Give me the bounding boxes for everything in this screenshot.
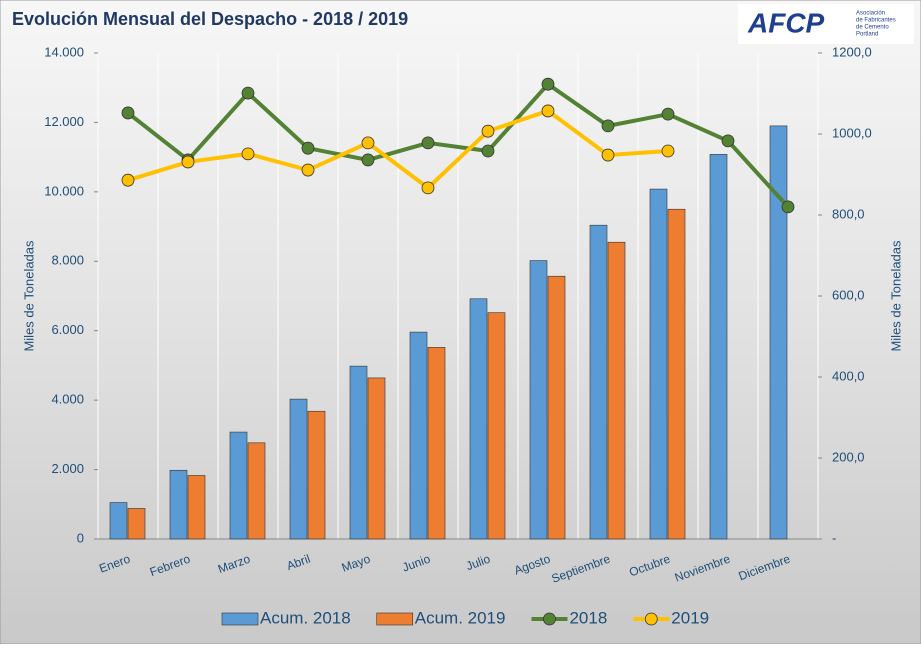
y-tick-label: 14.000 (44, 44, 84, 59)
y-tick-label: 12.000 (44, 114, 84, 129)
legend-swatch (376, 612, 414, 626)
bar (709, 154, 728, 540)
bar (589, 224, 608, 540)
y-tick-label: 2.000 (51, 461, 84, 476)
marker (241, 147, 255, 161)
marker (601, 119, 615, 133)
logo-subtitle: Asociación (856, 11, 885, 17)
y-tick-label: 6.000 (51, 322, 84, 337)
logo-box (738, 4, 914, 44)
bar (769, 125, 788, 540)
y2-tick-label: - (832, 530, 836, 545)
marker (421, 136, 435, 150)
logo-subtitle: de Fabricantes (856, 18, 896, 24)
marker (121, 173, 135, 187)
bar (367, 377, 386, 540)
legend-label: 2019 (671, 608, 709, 627)
logo-subtitle: Portland (856, 32, 878, 38)
bar (409, 331, 428, 540)
marker (541, 104, 555, 118)
logo-text: AFCP (747, 7, 825, 38)
legend-label: 2018 (569, 608, 607, 627)
marker (301, 163, 315, 177)
line (127, 108, 669, 191)
bar (187, 475, 206, 540)
y2-tick-label: 400,0 (832, 368, 865, 383)
marker (481, 144, 495, 158)
bar (469, 298, 488, 540)
logo-subtitle: de Cemento (856, 25, 889, 31)
marker (781, 200, 795, 214)
chart-title: Evolución Mensual del Despacho - 2018 / … (12, 9, 408, 29)
bar (247, 442, 266, 540)
legend-label: Acum. 2018 (260, 608, 351, 627)
legend-marker (543, 612, 556, 626)
marker (241, 86, 255, 100)
marker (301, 141, 315, 155)
y-axis-title: Miles de Toneladas (21, 240, 36, 352)
y2-axis-title: Miles de Toneladas (888, 240, 903, 352)
y2-tick-label: 200,0 (832, 449, 865, 464)
bar (229, 431, 248, 540)
y2-tick-label: 800,0 (832, 206, 865, 221)
bar (127, 508, 146, 540)
legend-label: Acum. 2019 (415, 608, 506, 627)
y2-tick-label: 600,0 (832, 287, 865, 302)
y-tick-label: 4.000 (51, 392, 84, 407)
marker (661, 107, 675, 121)
bar (529, 260, 548, 540)
y2-tick-label: 1200,0 (832, 44, 872, 59)
line (126, 81, 790, 209)
marker (541, 77, 555, 91)
y2-tick-label: 1000,0 (832, 125, 872, 140)
marker (361, 153, 375, 167)
bar (649, 188, 668, 540)
marker (421, 181, 435, 195)
bar (487, 312, 506, 540)
bar (607, 241, 626, 540)
marker (361, 136, 375, 150)
y-tick-label: 0 (77, 530, 84, 545)
bar (667, 208, 686, 540)
y-tick-label: 8.000 (51, 253, 84, 268)
bar (547, 275, 566, 540)
bar (349, 365, 368, 540)
marker (601, 148, 615, 162)
bar (427, 347, 446, 540)
bar (109, 502, 128, 540)
bar (169, 469, 188, 540)
bar (307, 410, 326, 540)
y-tick-label: 10.000 (44, 183, 84, 198)
marker (481, 124, 495, 138)
legend-marker (644, 612, 658, 626)
marker (661, 144, 675, 158)
marker (721, 134, 735, 148)
bar (289, 398, 308, 540)
legend-swatch (221, 612, 259, 626)
marker (121, 106, 135, 120)
marker (181, 155, 195, 169)
